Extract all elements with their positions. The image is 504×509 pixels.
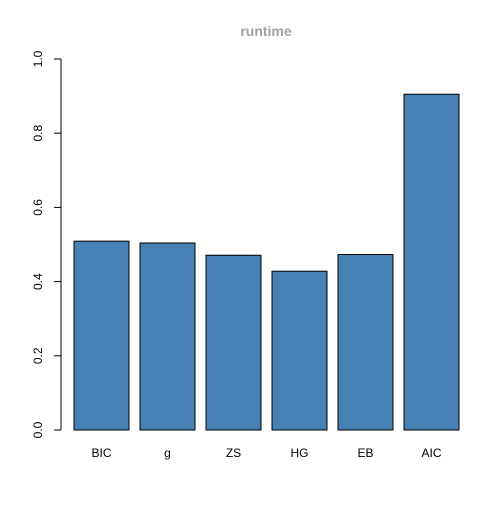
bar-zs <box>206 255 261 430</box>
x-tick-label: EB <box>357 446 373 460</box>
y-tick-label: 1.0 <box>31 50 45 67</box>
bar-g <box>140 243 195 430</box>
bar-bic <box>74 241 129 430</box>
x-tick-label: AIC <box>421 446 441 460</box>
x-tick-label: ZS <box>226 446 241 460</box>
y-tick-label: 0.4 <box>31 273 45 290</box>
x-axis-labels: BIC g ZS HG EB AIC <box>91 446 441 460</box>
y-axis: 0.0 0.2 0.4 0.6 0.8 1.0 <box>31 50 61 438</box>
y-tick-label: 0.0 <box>31 421 45 438</box>
x-tick-label: g <box>164 446 171 460</box>
bar-aic <box>404 94 459 430</box>
chart-title: runtime <box>240 23 292 39</box>
bar-eb <box>338 255 393 430</box>
y-tick-label: 0.8 <box>31 125 45 142</box>
y-tick-label: 0.2 <box>31 347 45 364</box>
x-tick-label: HG <box>291 446 309 460</box>
bar-hg <box>272 271 327 430</box>
y-tick-label: 0.6 <box>31 199 45 216</box>
x-tick-label: BIC <box>91 446 111 460</box>
bars-group <box>74 94 459 430</box>
